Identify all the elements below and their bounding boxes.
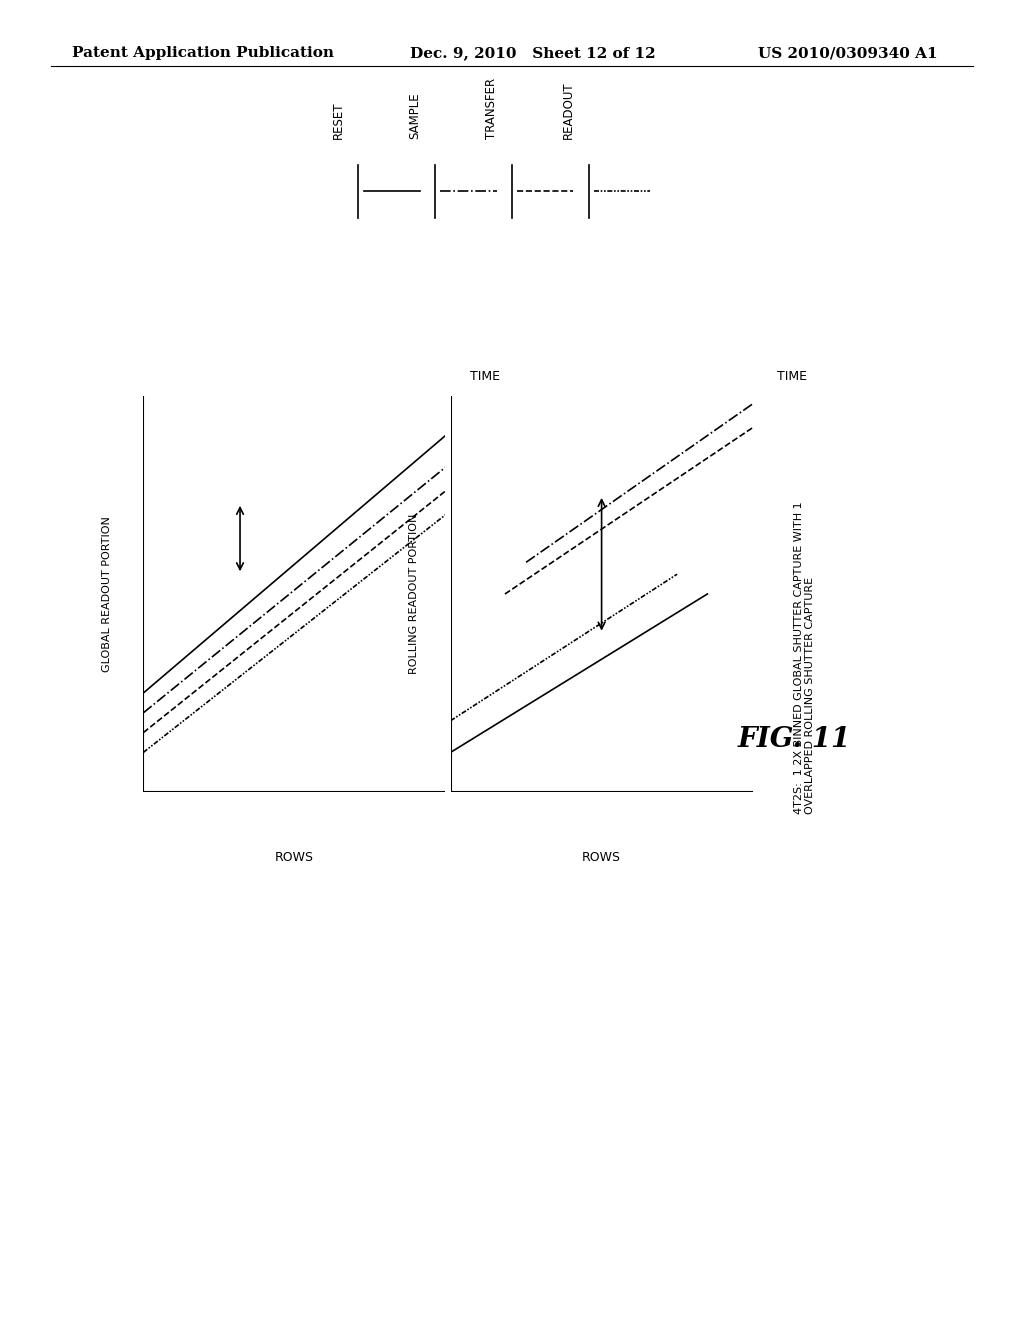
- Text: SAMPLE: SAMPLE: [409, 92, 421, 139]
- Text: RESET: RESET: [332, 102, 344, 139]
- Text: TIME: TIME: [777, 370, 807, 383]
- Text: READOUT: READOUT: [562, 81, 574, 139]
- Text: Patent Application Publication: Patent Application Publication: [72, 46, 334, 61]
- Text: ROWS: ROWS: [582, 851, 622, 865]
- Text: TIME: TIME: [470, 370, 500, 383]
- Text: US 2010/0309340 A1: US 2010/0309340 A1: [758, 46, 937, 61]
- Text: GLOBAL READOUT PORTION: GLOBAL READOUT PORTION: [102, 516, 112, 672]
- Text: FIG. 11: FIG. 11: [737, 726, 851, 752]
- Text: ROLLING READOUT PORTION: ROLLING READOUT PORTION: [410, 513, 419, 675]
- Text: 4T2S:  1 2X BINNED GLOBAL SHUTTER CAPTURE WITH 1
OVERLAPPED ROLLING SHUTTER CAPT: 4T2S: 1 2X BINNED GLOBAL SHUTTER CAPTURE…: [794, 502, 815, 814]
- Text: Dec. 9, 2010   Sheet 12 of 12: Dec. 9, 2010 Sheet 12 of 12: [410, 46, 655, 61]
- Text: ROWS: ROWS: [274, 851, 314, 865]
- Text: TRANSFER: TRANSFER: [485, 78, 498, 139]
